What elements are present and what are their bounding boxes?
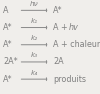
Text: k₃: k₃ [31,52,38,58]
Text: k₂: k₂ [31,35,38,41]
Text: hv: hv [68,23,78,32]
Text: A*: A* [3,75,12,84]
Text: hν: hν [30,1,38,7]
Text: 2A: 2A [53,57,64,66]
Text: A: A [3,6,8,15]
Text: A*: A* [53,6,62,15]
Text: k₄: k₄ [31,70,38,76]
Text: 2A*: 2A* [3,57,18,66]
Text: produits: produits [53,75,86,84]
Text: A +: A + [53,23,70,32]
Text: A*: A* [3,40,12,49]
Text: A + chaleur: A + chaleur [53,40,100,49]
Text: A*: A* [3,23,12,32]
Text: k₁: k₁ [31,18,38,24]
